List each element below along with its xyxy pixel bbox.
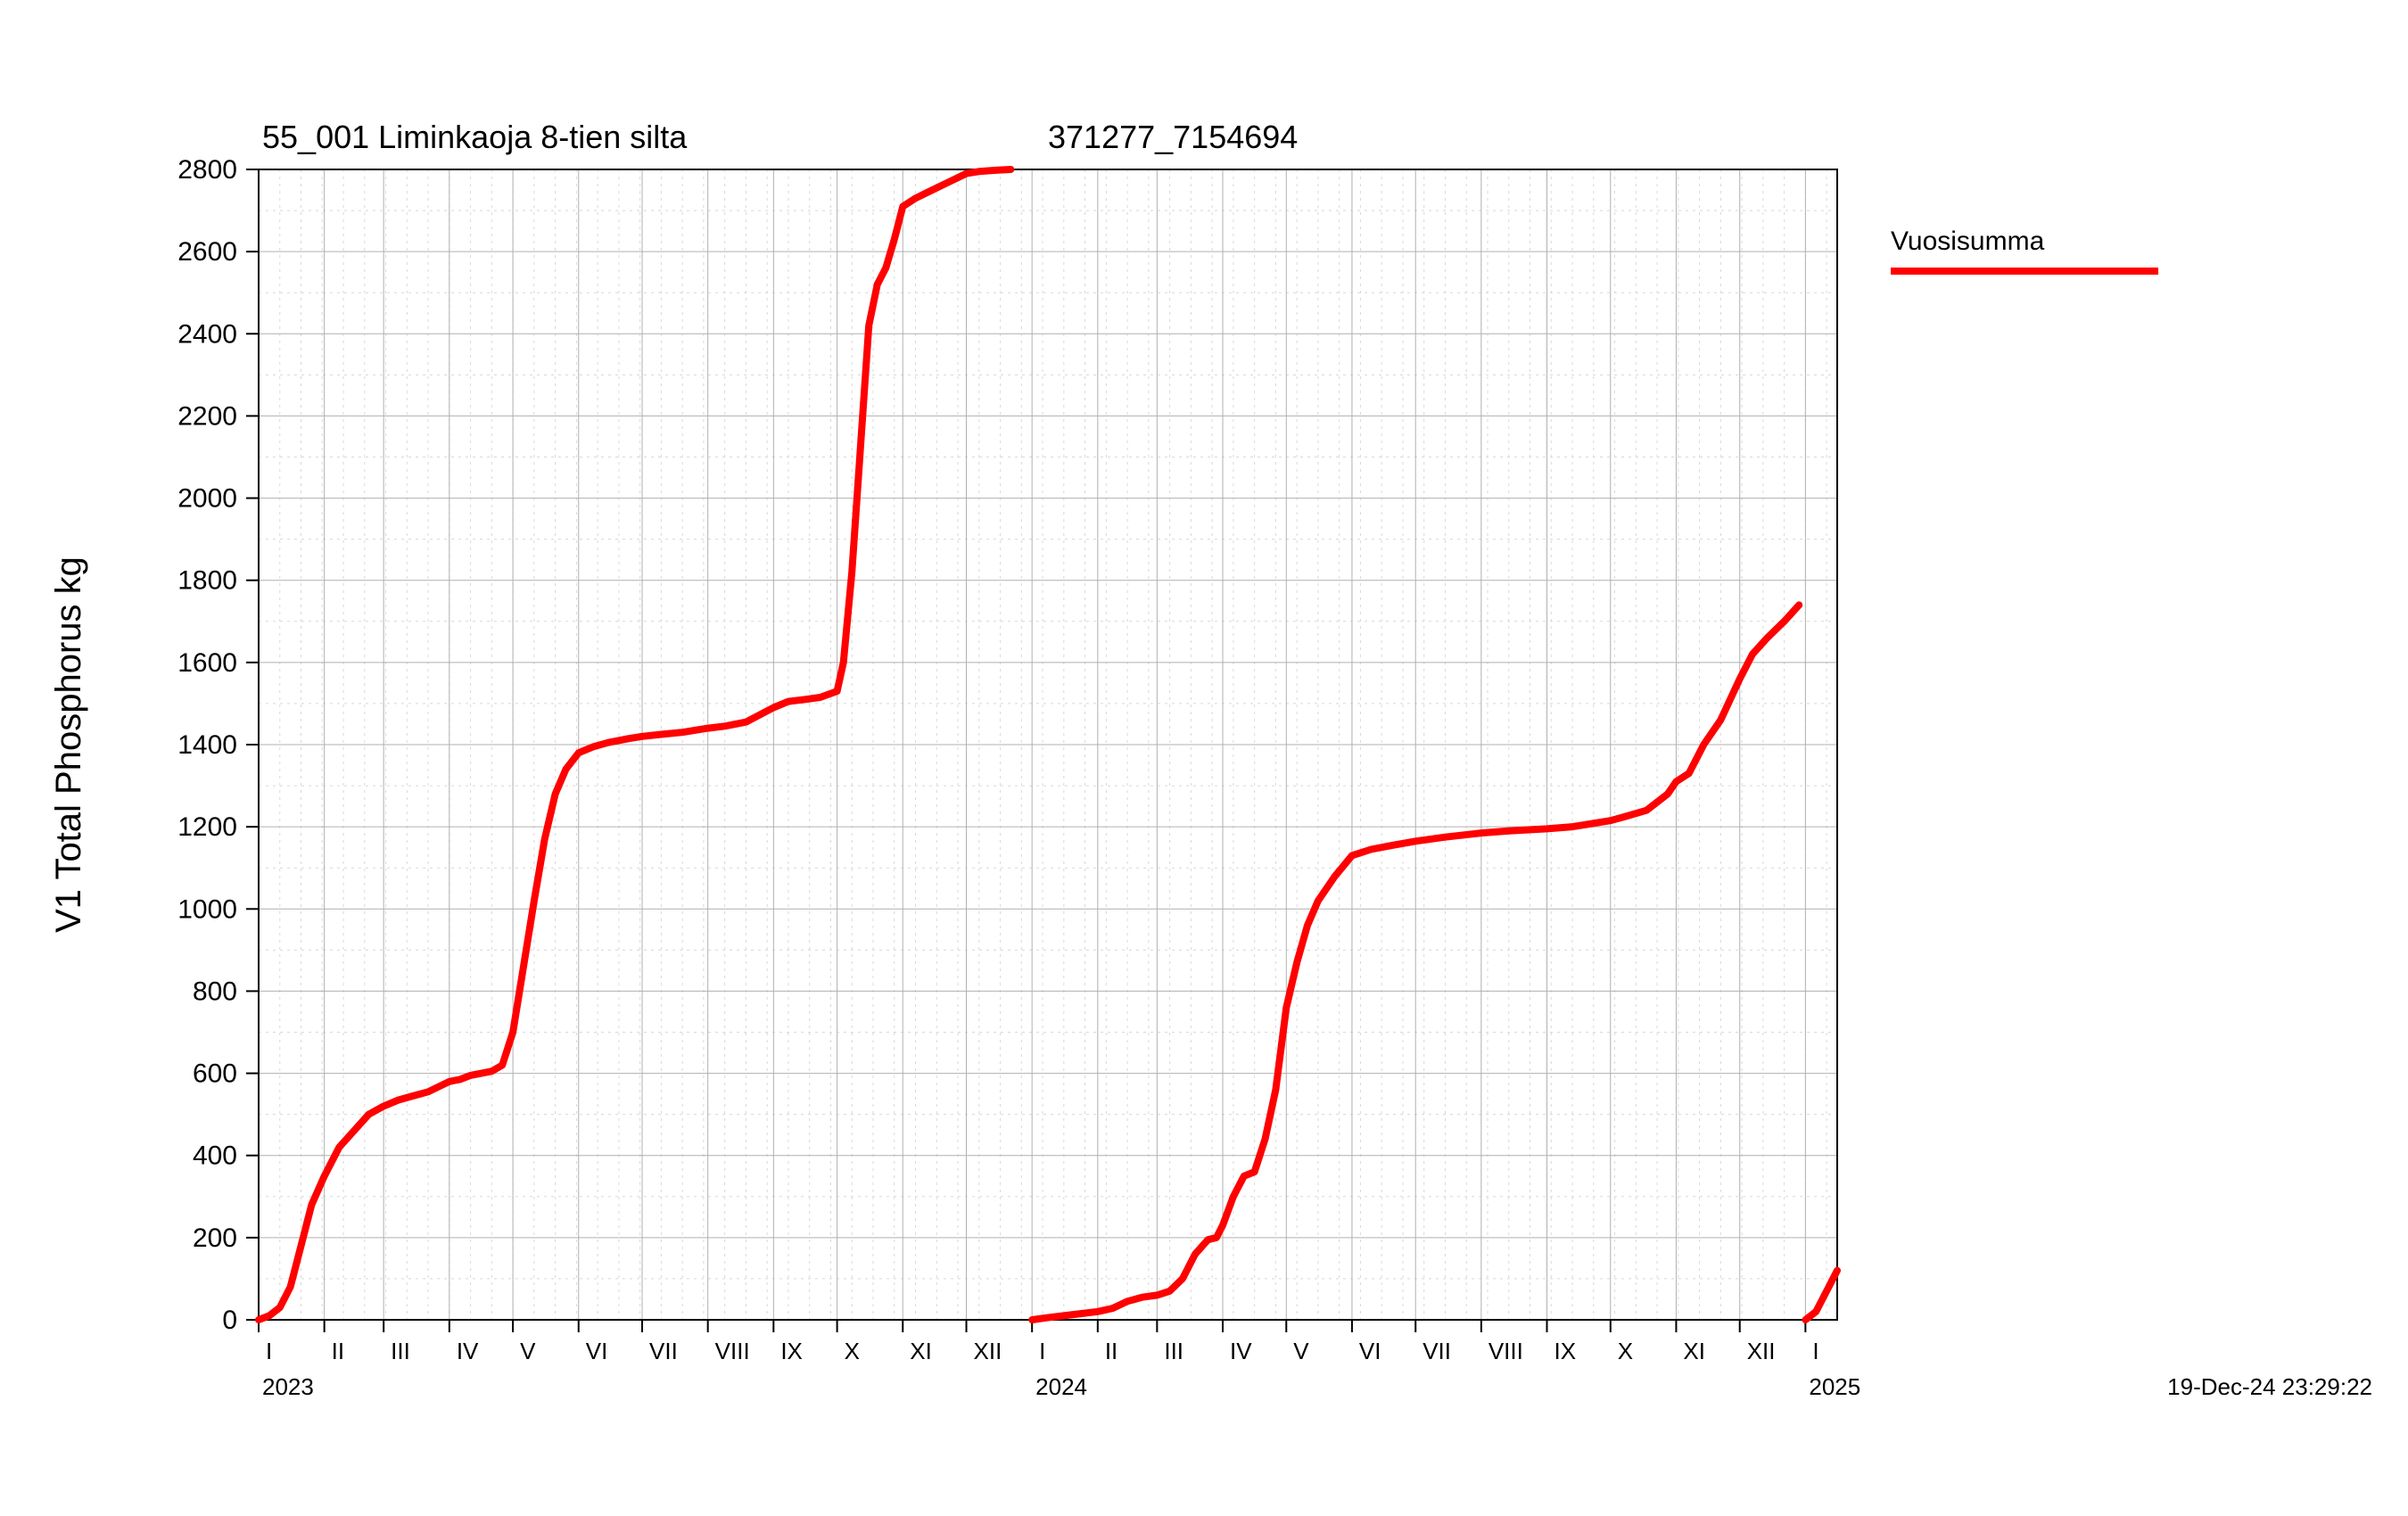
y-tick-label: 2000	[177, 484, 237, 514]
y-tick-label: 1600	[177, 648, 237, 678]
y-axis-label: V1 Total Phosphorus kg	[49, 556, 88, 933]
month-label: X	[1618, 1338, 1633, 1364]
y-tick-label: 0	[222, 1306, 237, 1335]
month-label: I	[1812, 1338, 1818, 1364]
month-label: II	[332, 1338, 344, 1364]
month-label: VI	[586, 1338, 608, 1364]
y-tick-label: 2600	[177, 237, 237, 267]
y-tick-label: 1200	[177, 812, 237, 842]
month-label: V	[1293, 1338, 1309, 1364]
year-label: 2025	[1809, 1373, 1860, 1400]
month-label: IX	[780, 1338, 803, 1364]
y-tick-label: 2200	[177, 401, 237, 431]
month-label: II	[1105, 1338, 1117, 1364]
month-label: III	[391, 1338, 410, 1364]
month-label: VII	[1423, 1338, 1451, 1364]
chart-svg: 0 200 400 600 800 1000 1200 1400 1600 1800 2000 220…	[0, 0, 2408, 1516]
legend-label: Vuosisumma	[1891, 227, 2045, 256]
month-label: I	[266, 1338, 272, 1364]
month-label: VIII	[715, 1338, 750, 1364]
month-label: XII	[1747, 1338, 1776, 1364]
timestamp: 19-Dec-24 23:29:22	[2167, 1373, 2372, 1400]
y-tick-label: 1800	[177, 566, 237, 596]
month-label: VII	[649, 1338, 678, 1364]
chart-container: 0 200 400 600 800 1000 1200 1400 1600 1800 2000 220…	[0, 0, 2408, 1516]
y-tick-label: 2400	[177, 319, 237, 349]
month-label: XI	[1683, 1338, 1705, 1364]
y-tick-label: 2800	[177, 155, 237, 185]
y-tick-label: 600	[193, 1059, 237, 1089]
y-tick-label: 800	[193, 976, 237, 1006]
y-tick-label: 400	[193, 1141, 237, 1171]
month-label: X	[845, 1338, 860, 1364]
month-label: IX	[1554, 1338, 1577, 1364]
month-label: XI	[910, 1338, 932, 1364]
month-label: XII	[974, 1338, 1002, 1364]
y-tick-label: 200	[193, 1224, 237, 1253]
month-label: VIII	[1489, 1338, 1523, 1364]
y-tick-label: 1000	[177, 894, 237, 924]
y-tick-label: 1400	[177, 730, 237, 760]
month-label: I	[1039, 1338, 1045, 1364]
year-label: 2024	[1035, 1373, 1087, 1400]
year-label: 2023	[262, 1373, 314, 1400]
chart-title-left: 55_001 Liminkaoja 8-tien silta	[262, 119, 688, 155]
chart-title-right: 371277_7154694	[1048, 119, 1298, 155]
month-label: IV	[1230, 1338, 1252, 1364]
month-label: VI	[1359, 1338, 1381, 1364]
month-label: V	[520, 1338, 536, 1364]
month-label: III	[1164, 1338, 1183, 1364]
month-label: IV	[457, 1338, 479, 1364]
